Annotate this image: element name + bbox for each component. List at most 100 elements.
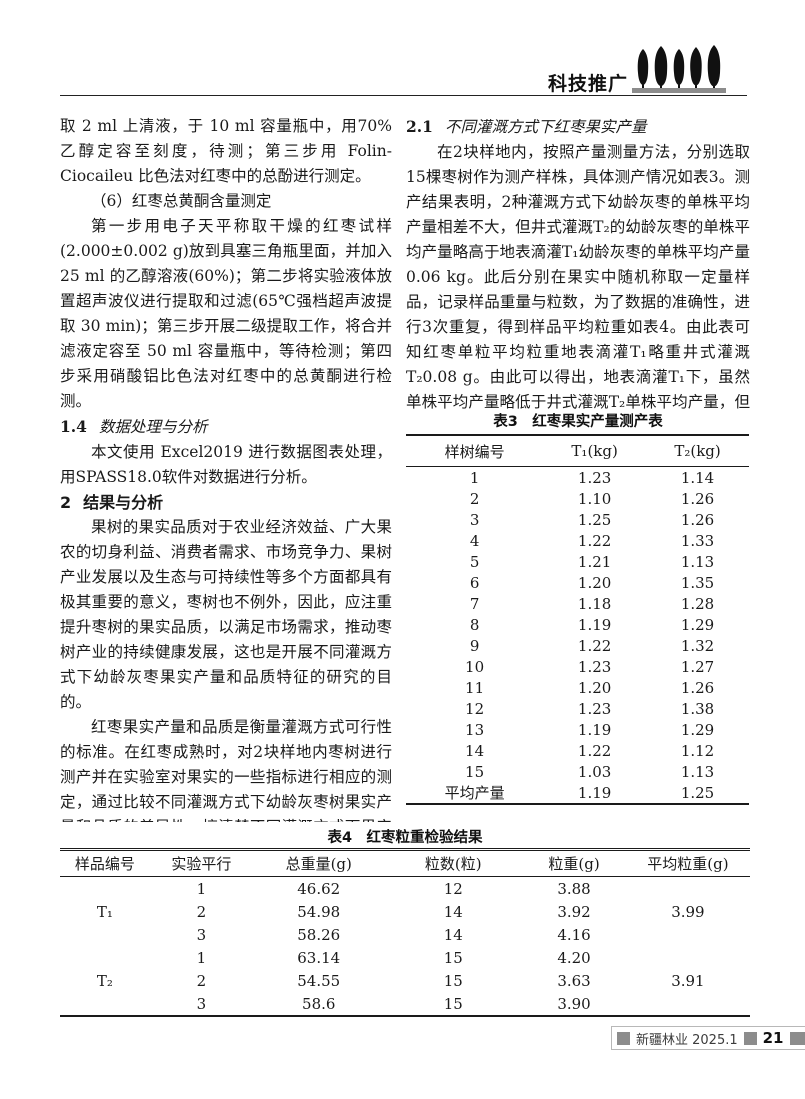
table-cell xyxy=(60,992,150,1015)
column-header: 总重量(g) xyxy=(253,851,385,877)
table-row: 11 1.20 1.26 xyxy=(406,677,749,698)
heading-text: 结果与分析 xyxy=(83,493,164,512)
table4-title: 表4 红枣粒重检验结果 xyxy=(327,830,483,846)
paragraph: 取 2 ml 上清液，于 10 ml 容量瓶中，用70% 乙醇定容至刻度，待测；… xyxy=(60,117,392,185)
column-header: T₁(kg) xyxy=(543,436,647,467)
table-cell xyxy=(60,946,150,969)
table-cell: 8 xyxy=(469,615,480,634)
table-cell: 1.23 xyxy=(577,699,612,718)
table-row: 3 58.6 15 3.90 xyxy=(60,992,750,1015)
table-header-row: 样树编号 T₁(kg) T₂(kg) xyxy=(406,436,749,467)
column-header: 粒重(g) xyxy=(522,851,626,877)
table-cell: 1.33 xyxy=(680,531,715,550)
table-cell: 1.26 xyxy=(680,678,715,697)
table-cell xyxy=(626,877,750,901)
heading-number: 2 xyxy=(60,493,72,512)
column-header: 平均粒重(g) xyxy=(625,851,750,877)
table-cell: 14 xyxy=(443,925,463,944)
table-cell: 7 xyxy=(469,594,480,613)
table-cell: 平均产量 xyxy=(444,784,505,802)
table-cell: 14 xyxy=(443,902,463,921)
table-header-row: 样品编号 实验平行 总重量(g) 粒数(粒) 粒重(g) 平均粒重(g) xyxy=(60,851,750,877)
table-cell: 15 xyxy=(443,971,463,990)
table-cell: 1.26 xyxy=(680,510,715,529)
paragraph: 第一步用电子天平称取干燥的红枣试样(2.000±0.002 g)放到具塞三角瓶里… xyxy=(60,217,392,410)
page-number: 21 xyxy=(762,1029,784,1047)
table-row: 13 1.19 1.29 xyxy=(406,719,749,740)
table-row: T₁ 2 54.98 14 3.92 3.99 xyxy=(60,900,750,923)
table-cell: 3.90 xyxy=(557,994,591,1013)
table-cell: 1.19 xyxy=(577,615,612,634)
table-cell: 54.98 xyxy=(297,902,341,921)
table-row: 1 63.14 15 4.20 xyxy=(60,946,750,969)
table-cell: 1.35 xyxy=(680,573,715,592)
table-cell: 3.99 xyxy=(671,902,705,921)
table3-title: 表3 红枣果实产量测产表 xyxy=(493,414,663,430)
table-cell: 14 xyxy=(465,741,485,760)
heading-text: 不同灌溉方式下红枣果实产量 xyxy=(444,118,647,136)
table-cell: 1.22 xyxy=(577,636,612,655)
table-cell: 1.26 xyxy=(680,489,715,508)
table-cell: 1.18 xyxy=(577,594,612,613)
table-row: 8 1.19 1.29 xyxy=(406,614,749,635)
table-cell: 1.22 xyxy=(577,741,612,760)
table-cell: 5 xyxy=(469,552,480,571)
table-row: 1 46.62 12 3.88 xyxy=(60,877,750,901)
table-cell: T₁ xyxy=(96,902,113,921)
table-cell: 12 xyxy=(465,699,485,718)
table-row: 14 1.22 1.12 xyxy=(406,740,749,761)
table3: 样树编号 T₁(kg) T₂(kg) 1 1.23 1.14 2 1.10 1.26 3… xyxy=(406,434,749,805)
table-cell: 1.14 xyxy=(680,468,715,487)
table-row: 3 1.25 1.26 xyxy=(406,509,749,530)
footer-bar xyxy=(789,1031,805,1045)
table-cell xyxy=(60,923,150,946)
heading-text: 数据处理与分析 xyxy=(98,418,208,436)
table-cell: 13 xyxy=(465,720,485,739)
table-cell: 1.13 xyxy=(680,552,715,571)
column-header: 粒数(粒) xyxy=(384,851,523,877)
column-header: T₂(kg) xyxy=(646,436,749,467)
table-row: 6 1.20 1.35 xyxy=(406,572,749,593)
table-cell: 2 xyxy=(196,902,207,921)
table-cell: 12 xyxy=(443,879,463,898)
table-cell: 11 xyxy=(465,678,485,697)
table-row: 4 1.22 1.33 xyxy=(406,530,749,551)
table-cell: 54.55 xyxy=(297,971,341,990)
table-cell: 3 xyxy=(469,510,480,529)
heading-number: 2.1 xyxy=(406,117,433,136)
column-header: 实验平行 xyxy=(149,851,254,877)
table-cell: 1.25 xyxy=(577,510,612,529)
table-cell: 3.63 xyxy=(557,971,591,990)
table-cell: 4.16 xyxy=(557,925,591,944)
column-header: 样树编号 xyxy=(406,436,544,467)
page-footer: 新疆林业 2025.1 21 xyxy=(611,1026,805,1050)
table-cell: 3 xyxy=(196,994,207,1013)
table-cell: 15 xyxy=(465,762,485,781)
table-cell: 1.20 xyxy=(577,678,612,697)
table-cell: 1 xyxy=(196,879,207,898)
table-cell: 3.88 xyxy=(557,879,591,898)
table-row: 平均产量 1.19 1.25 xyxy=(406,782,749,803)
table-cell: 4.20 xyxy=(557,948,591,967)
table-cell xyxy=(626,992,750,1015)
table-cell: 1.03 xyxy=(577,762,612,781)
table-cell: 1.38 xyxy=(680,699,715,718)
table-cell: 3.91 xyxy=(671,971,705,990)
table-cell: 4 xyxy=(469,531,480,550)
table-row: 7 1.18 1.28 xyxy=(406,593,749,614)
heading-1-4: 1.4 数据处理与分析 xyxy=(60,414,392,440)
table-cell: 1.27 xyxy=(680,657,715,676)
table-row: 3 58.26 14 4.16 xyxy=(60,923,750,946)
table-cell: 1.28 xyxy=(680,594,715,613)
paragraph: 在2块样地内，按照产量测量方法，分别选取15棵枣树作为测产样株，具体测产情况如表… xyxy=(406,143,750,411)
paragraph: 果树的果实品质对于农业经济效益、广大果农的切身利益、消费者需求、市场竞争力、果树… xyxy=(60,518,392,711)
table-cell: 15 xyxy=(443,948,463,967)
table-cell: 1.23 xyxy=(577,657,612,676)
table-row: 15 1.03 1.13 xyxy=(406,761,749,782)
section-label: 科技推广 xyxy=(548,73,629,95)
table-cell: 6 xyxy=(469,573,480,592)
table-row: 9 1.22 1.32 xyxy=(406,635,749,656)
table-cell: 9 xyxy=(469,636,480,655)
heading-2: 2 结果与分析 xyxy=(60,490,392,515)
